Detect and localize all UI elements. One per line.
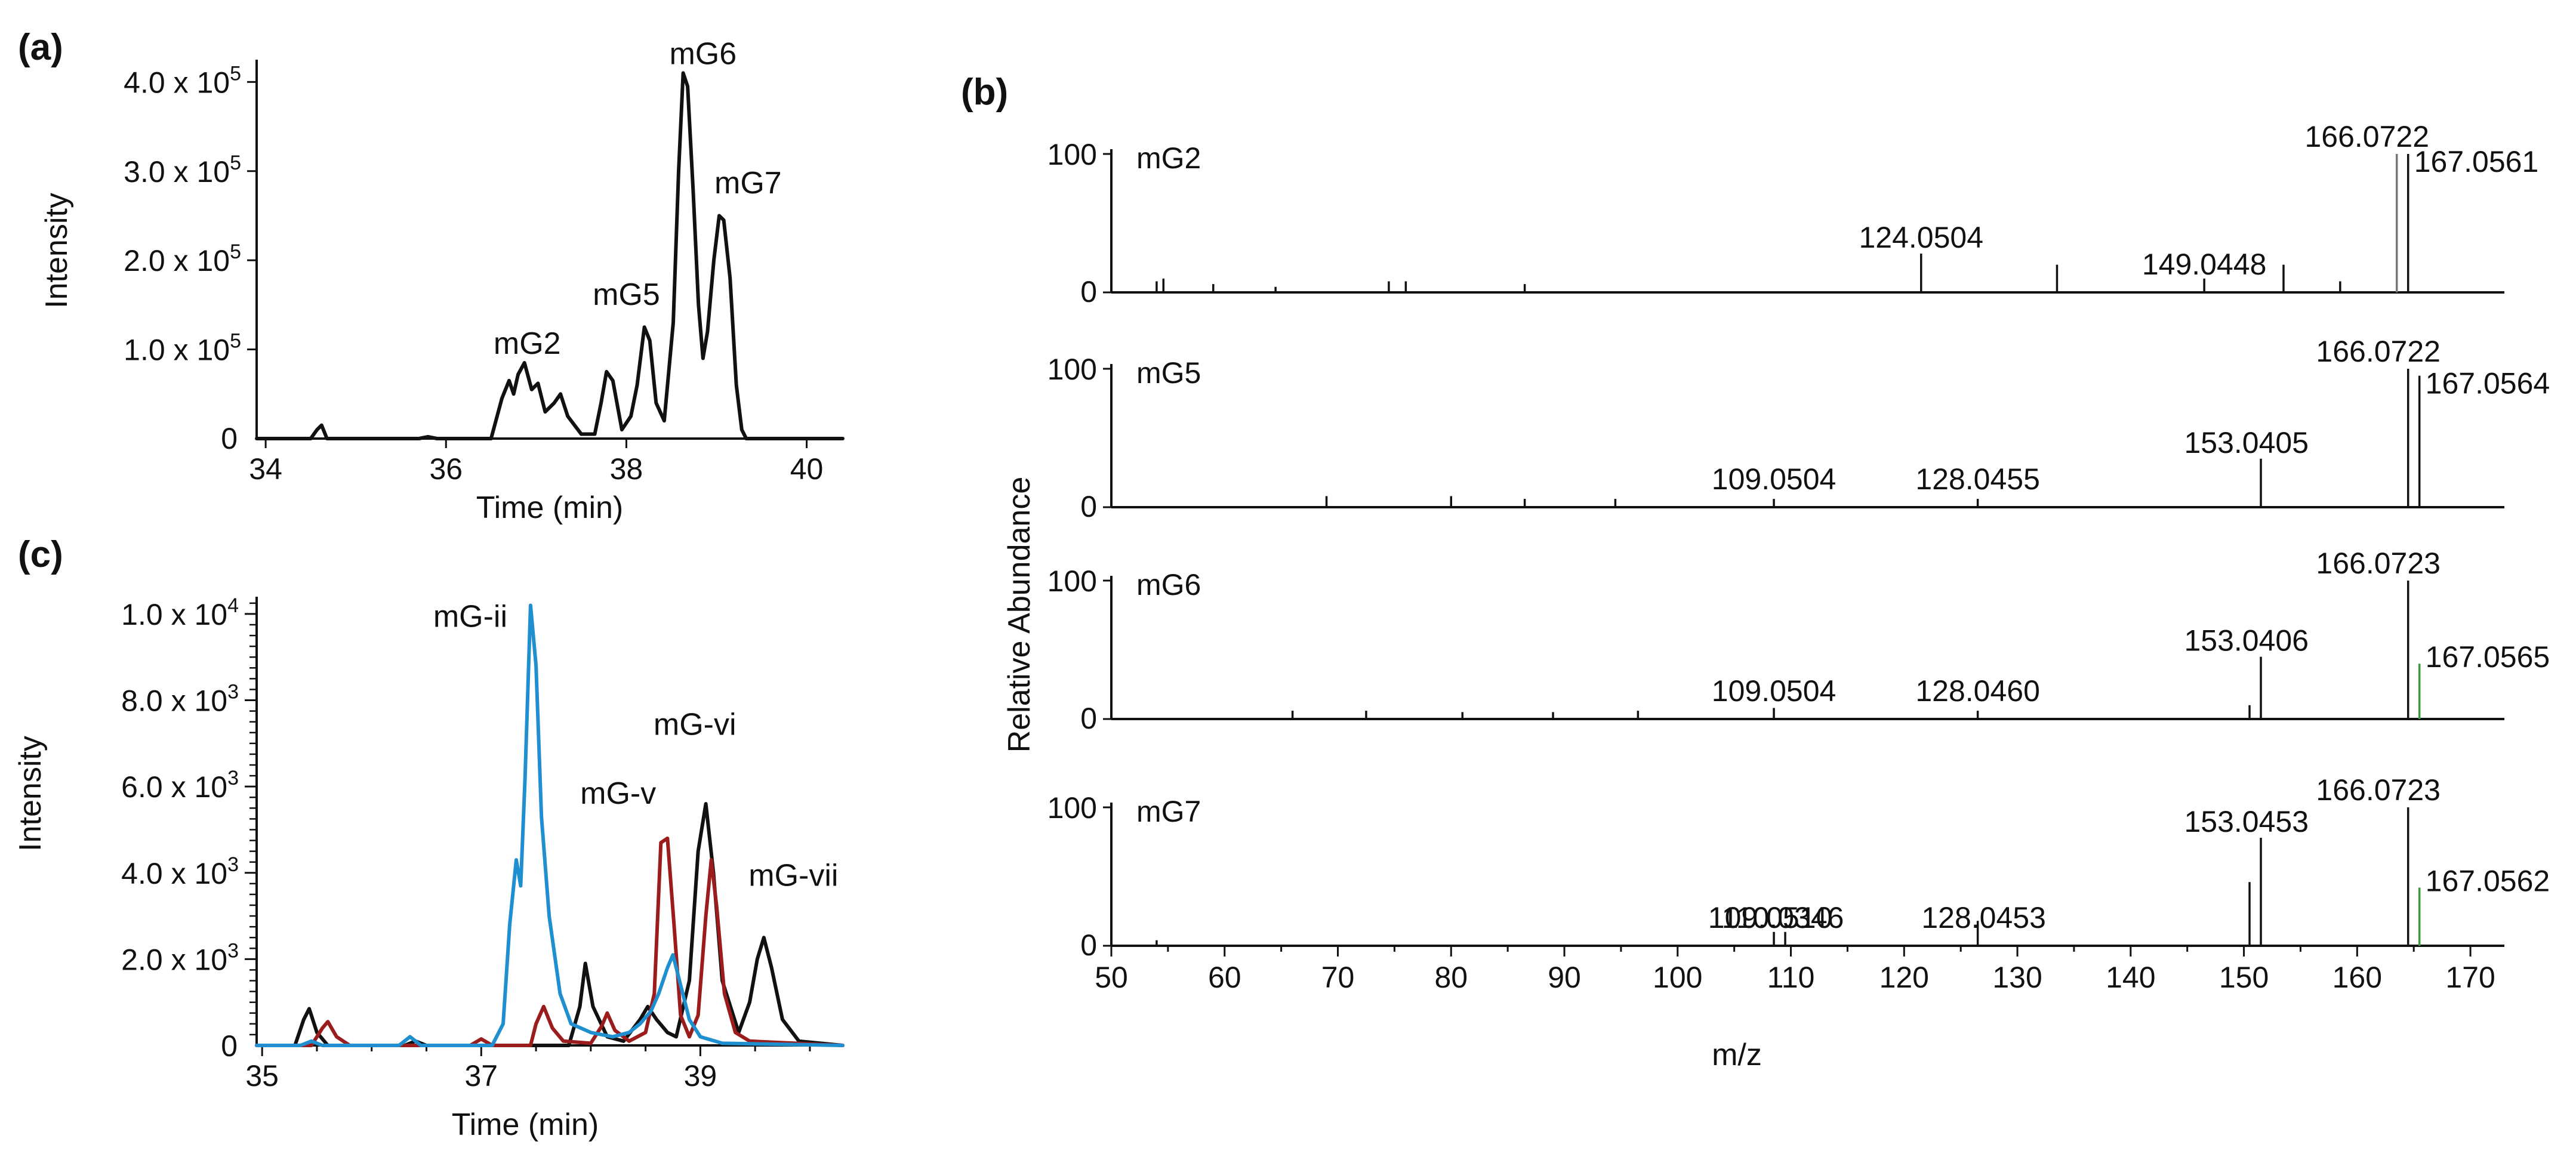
panel-a-xtick-label-3: 40	[790, 452, 824, 486]
panel-c-peak-label-0: mG-ii	[433, 600, 507, 634]
panel-b-xtick-label-5: 100	[1653, 961, 1702, 994]
panel-c-xtick-label-2: 39	[684, 1059, 717, 1093]
panel-b-mG7-label-1: 110.0346	[1722, 901, 1844, 934]
panel-b-mG6-name: mG6	[1136, 568, 1201, 601]
panel-c-trace-red	[255, 836, 845, 1047]
panel-c-ytick-label-4: 1.0 x 104	[121, 594, 239, 631]
panel-b-mG5-label-2: 153.0405	[2184, 426, 2309, 459]
panel-a-xtick-label-0: 34	[249, 452, 282, 486]
panel-b-mG7-ytick-0: 0	[1080, 928, 1097, 962]
panel-b-xtick-label-12: 170	[2445, 961, 2495, 994]
panel-a-peak-label-0: mG2	[494, 326, 561, 361]
panel-a-ytick-label-1: 2.0 x 105	[124, 240, 241, 277]
panel-a-trace	[255, 71, 845, 440]
panel-c-xtick-label-0: 35	[245, 1059, 279, 1093]
panel-b-mG5-ytick-0: 0	[1080, 490, 1097, 523]
panel-b-mG7-label-4: 166.0723	[2316, 773, 2441, 807]
panel-b-xtick-label-0: 50	[1095, 961, 1128, 994]
panel-b-xtick-label-2: 70	[1321, 961, 1355, 994]
panel-b-mG2-label-3: 167.0561	[2414, 145, 2539, 178]
panel-b-mG7-label-0: 109.0510	[1708, 901, 1833, 934]
panel-a-ytick-label-2: 3.0 x 105	[124, 152, 241, 189]
panel-b-mG6-label-1: 128.0460	[1915, 674, 2040, 708]
panel-a-xtick-label-2: 38	[610, 452, 643, 486]
panel-b-mG6-ytick-0: 0	[1080, 702, 1097, 735]
panel-b-mG5-label-4: 167.0564	[2426, 367, 2550, 400]
panel-b-xlabel: m/z	[1712, 1038, 1762, 1072]
panel-b-label: (b)	[961, 72, 1008, 113]
panel-c-ytick-label-2: 6.0 x 103	[121, 767, 239, 804]
panel-b-mG7-label-2: 128.0453	[1921, 901, 2046, 934]
panel-c-xtick-label-1: 37	[464, 1059, 498, 1093]
panel-b-xtick-label-1: 60	[1208, 961, 1241, 994]
panel-b-mG6-ytick-100: 100	[1047, 564, 1097, 598]
panel-c-peak-label-2: mG-vi	[654, 707, 737, 742]
panel-b-mG7-name: mG7	[1136, 795, 1201, 828]
panel-a-label: (a)	[18, 27, 63, 68]
panel-b-mG6-label-3: 166.0723	[2316, 547, 2441, 580]
panel-c-xlabel: Time (min)	[452, 1107, 599, 1142]
panel-c-chart: 2.0 x 103 4.0 x 103 6.0 x 103 8.0 x 103 1.0 …	[13, 594, 845, 1142]
panel-b-xtick-label-7: 120	[1879, 961, 1929, 994]
panel-b-mG2-label-2: 166.0722	[2304, 120, 2429, 153]
panel-a-y-zero: 0	[221, 422, 238, 455]
panel-b-ylabel: Relative Abundance	[1002, 477, 1037, 753]
panel-a-chart: 1.0 x 105 2.0 x 105 3.0 x 105 4.0 x 105 34 3…	[39, 36, 845, 525]
panel-b-xtick-label-9: 140	[2106, 961, 2155, 994]
panel-c-ytick-label-3: 8.0 x 103	[121, 681, 239, 718]
panel-c-trace-blue	[255, 603, 845, 1047]
panel-b-xtick-label-11: 160	[2332, 961, 2382, 994]
panel-a-xtick-label-1: 36	[429, 452, 463, 486]
panel-b-mG2-label-1: 149.0448	[2142, 248, 2267, 281]
panel-b-mG5-label-3: 166.0722	[2316, 335, 2441, 368]
panel-c-y-zero: 0	[221, 1029, 238, 1063]
panel-b-mG2-name: mG2	[1136, 141, 1201, 175]
panel-c-ytick-label-1: 4.0 x 103	[121, 853, 239, 890]
panel-a-peak-label-1: mG5	[593, 277, 660, 312]
panel-b-mG6-label-2: 153.0406	[2184, 624, 2309, 658]
panel-b-mG7-label-5: 167.0562	[2426, 865, 2550, 898]
panel-b-mG5-ytick-100: 100	[1047, 353, 1097, 386]
panel-b-xtick-label-4: 90	[1548, 961, 1581, 994]
panel-b-mG6-label-4: 167.0565	[2426, 640, 2550, 674]
panel-b-mG7-label-3: 153.0453	[2184, 805, 2309, 838]
panel-b-mG2-ytick-100: 100	[1047, 138, 1097, 171]
panel-c-ytick-label-0: 2.0 x 103	[121, 939, 239, 976]
panel-c-peak-label-3: mG-vii	[748, 858, 838, 893]
panel-b-mG5-name: mG5	[1136, 356, 1201, 390]
panel-a-xlabel: Time (min)	[476, 490, 624, 525]
panel-c-peak-label-1: mG-v	[580, 776, 656, 811]
panel-b-mG2-label-0: 124.0504	[1859, 221, 1983, 254]
panel-a-peak-label-3: mG7	[714, 166, 782, 200]
panel-b-xtick-label-3: 80	[1434, 961, 1468, 994]
panel-a-ytick-label-0: 1.0 x 105	[124, 330, 241, 367]
panel-c-label: (c)	[18, 534, 63, 575]
panel-b-xtick-label-10: 150	[2219, 961, 2269, 994]
panel-b-mG7-ytick-100: 100	[1047, 791, 1097, 825]
panel-b-mG5-label-1: 128.0455	[1915, 462, 2040, 496]
panel-b-mG6-label-0: 109.0504	[1712, 674, 1837, 708]
panel-c-ylabel: Intensity	[13, 736, 48, 851]
panel-a-ytick-label-3: 4.0 x 105	[124, 62, 241, 99]
panel-b-mG5-label-0: 109.0504	[1712, 462, 1837, 496]
panel-b-chart: 1000mG2124.0504149.0448166.0722167.05611…	[1002, 120, 2550, 1072]
panel-a-ylabel: Intensity	[39, 193, 74, 308]
panel-b-mG2-ytick-0: 0	[1080, 275, 1097, 308]
panel-b-xtick-label-8: 130	[1992, 961, 2042, 994]
panel-b-xtick-label-6: 110	[1767, 961, 1815, 994]
panel-a-peak-label-2: mG6	[669, 36, 737, 71]
